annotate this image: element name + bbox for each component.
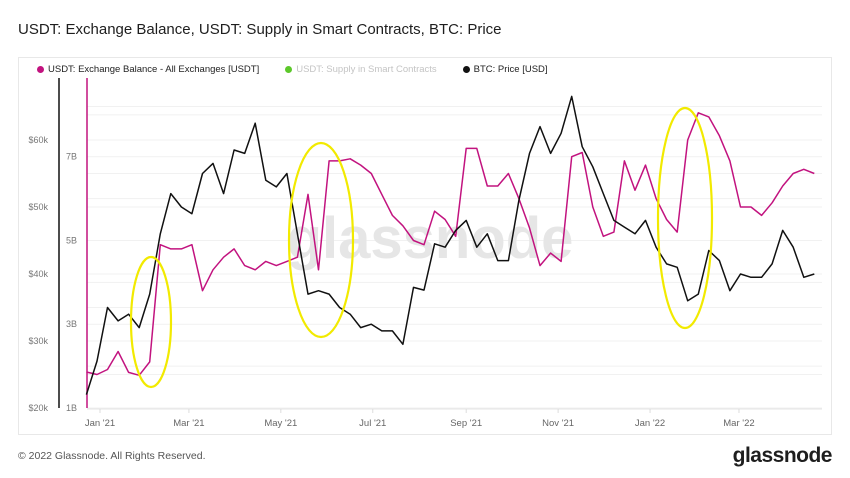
legend: USDT: Exchange Balance - All Exchanges [… bbox=[37, 64, 548, 75]
chart-title: USDT: Exchange Balance, USDT: Supply in … bbox=[18, 21, 502, 38]
x-tick-label: Mar '22 bbox=[723, 418, 754, 429]
y-tick-label-usdt: 3B bbox=[66, 319, 77, 329]
y-tick-label-btc: $50k bbox=[28, 202, 48, 212]
btc-price-line bbox=[85, 95, 815, 395]
legend-dot-icon bbox=[285, 65, 293, 73]
y-tick-label-btc: $30k bbox=[28, 336, 48, 346]
usdt-exchange-balance-line bbox=[86, 112, 815, 377]
x-tick-label: Sep '21 bbox=[450, 418, 482, 429]
x-tick-label: May '21 bbox=[264, 418, 297, 429]
legend-label: BTC: Price [USD] bbox=[473, 64, 548, 75]
annotation-ellipse bbox=[129, 255, 173, 389]
legend-dot-icon bbox=[462, 65, 470, 73]
x-tick-label: Nov '21 bbox=[542, 418, 574, 429]
y-tick-label-usdt: 7B bbox=[66, 152, 77, 162]
legend-dot-icon bbox=[37, 65, 44, 73]
copyright: © 2022 Glassnode. All Rights Reserved. bbox=[18, 450, 206, 462]
x-tick-label: Jan '21 bbox=[85, 418, 115, 429]
x-tick-label: Jan '22 bbox=[635, 418, 665, 429]
y-tick-label-usdt: 1B bbox=[66, 403, 77, 413]
y-tick-label-btc: $20k bbox=[28, 403, 48, 413]
annotation-ellipse bbox=[656, 106, 714, 330]
x-tick-label: Jul '21 bbox=[359, 418, 386, 429]
glassnode-logo[interactable]: glassnode bbox=[732, 444, 833, 467]
y-tick-label-btc: $40k bbox=[28, 269, 48, 279]
annotation-ellipse bbox=[287, 141, 355, 339]
legend-item-btc-price[interactable]: BTC: Price [USD] bbox=[462, 64, 548, 75]
legend-item-usdt-exchange-balance[interactable]: USDT: Exchange Balance - All Exchanges [… bbox=[37, 64, 259, 75]
y-tick-label-btc: $60k bbox=[28, 135, 48, 145]
legend-label: USDT: Supply in Smart Contracts bbox=[296, 64, 437, 75]
x-tick-label: Mar '21 bbox=[173, 418, 204, 429]
y-tick-label-usdt: 5B bbox=[66, 235, 77, 245]
legend-label: USDT: Exchange Balance - All Exchanges [… bbox=[48, 64, 260, 75]
chart-frame bbox=[18, 57, 832, 435]
legend-item-usdt-smart-contracts[interactable]: USDT: Supply in Smart Contracts bbox=[285, 64, 437, 75]
